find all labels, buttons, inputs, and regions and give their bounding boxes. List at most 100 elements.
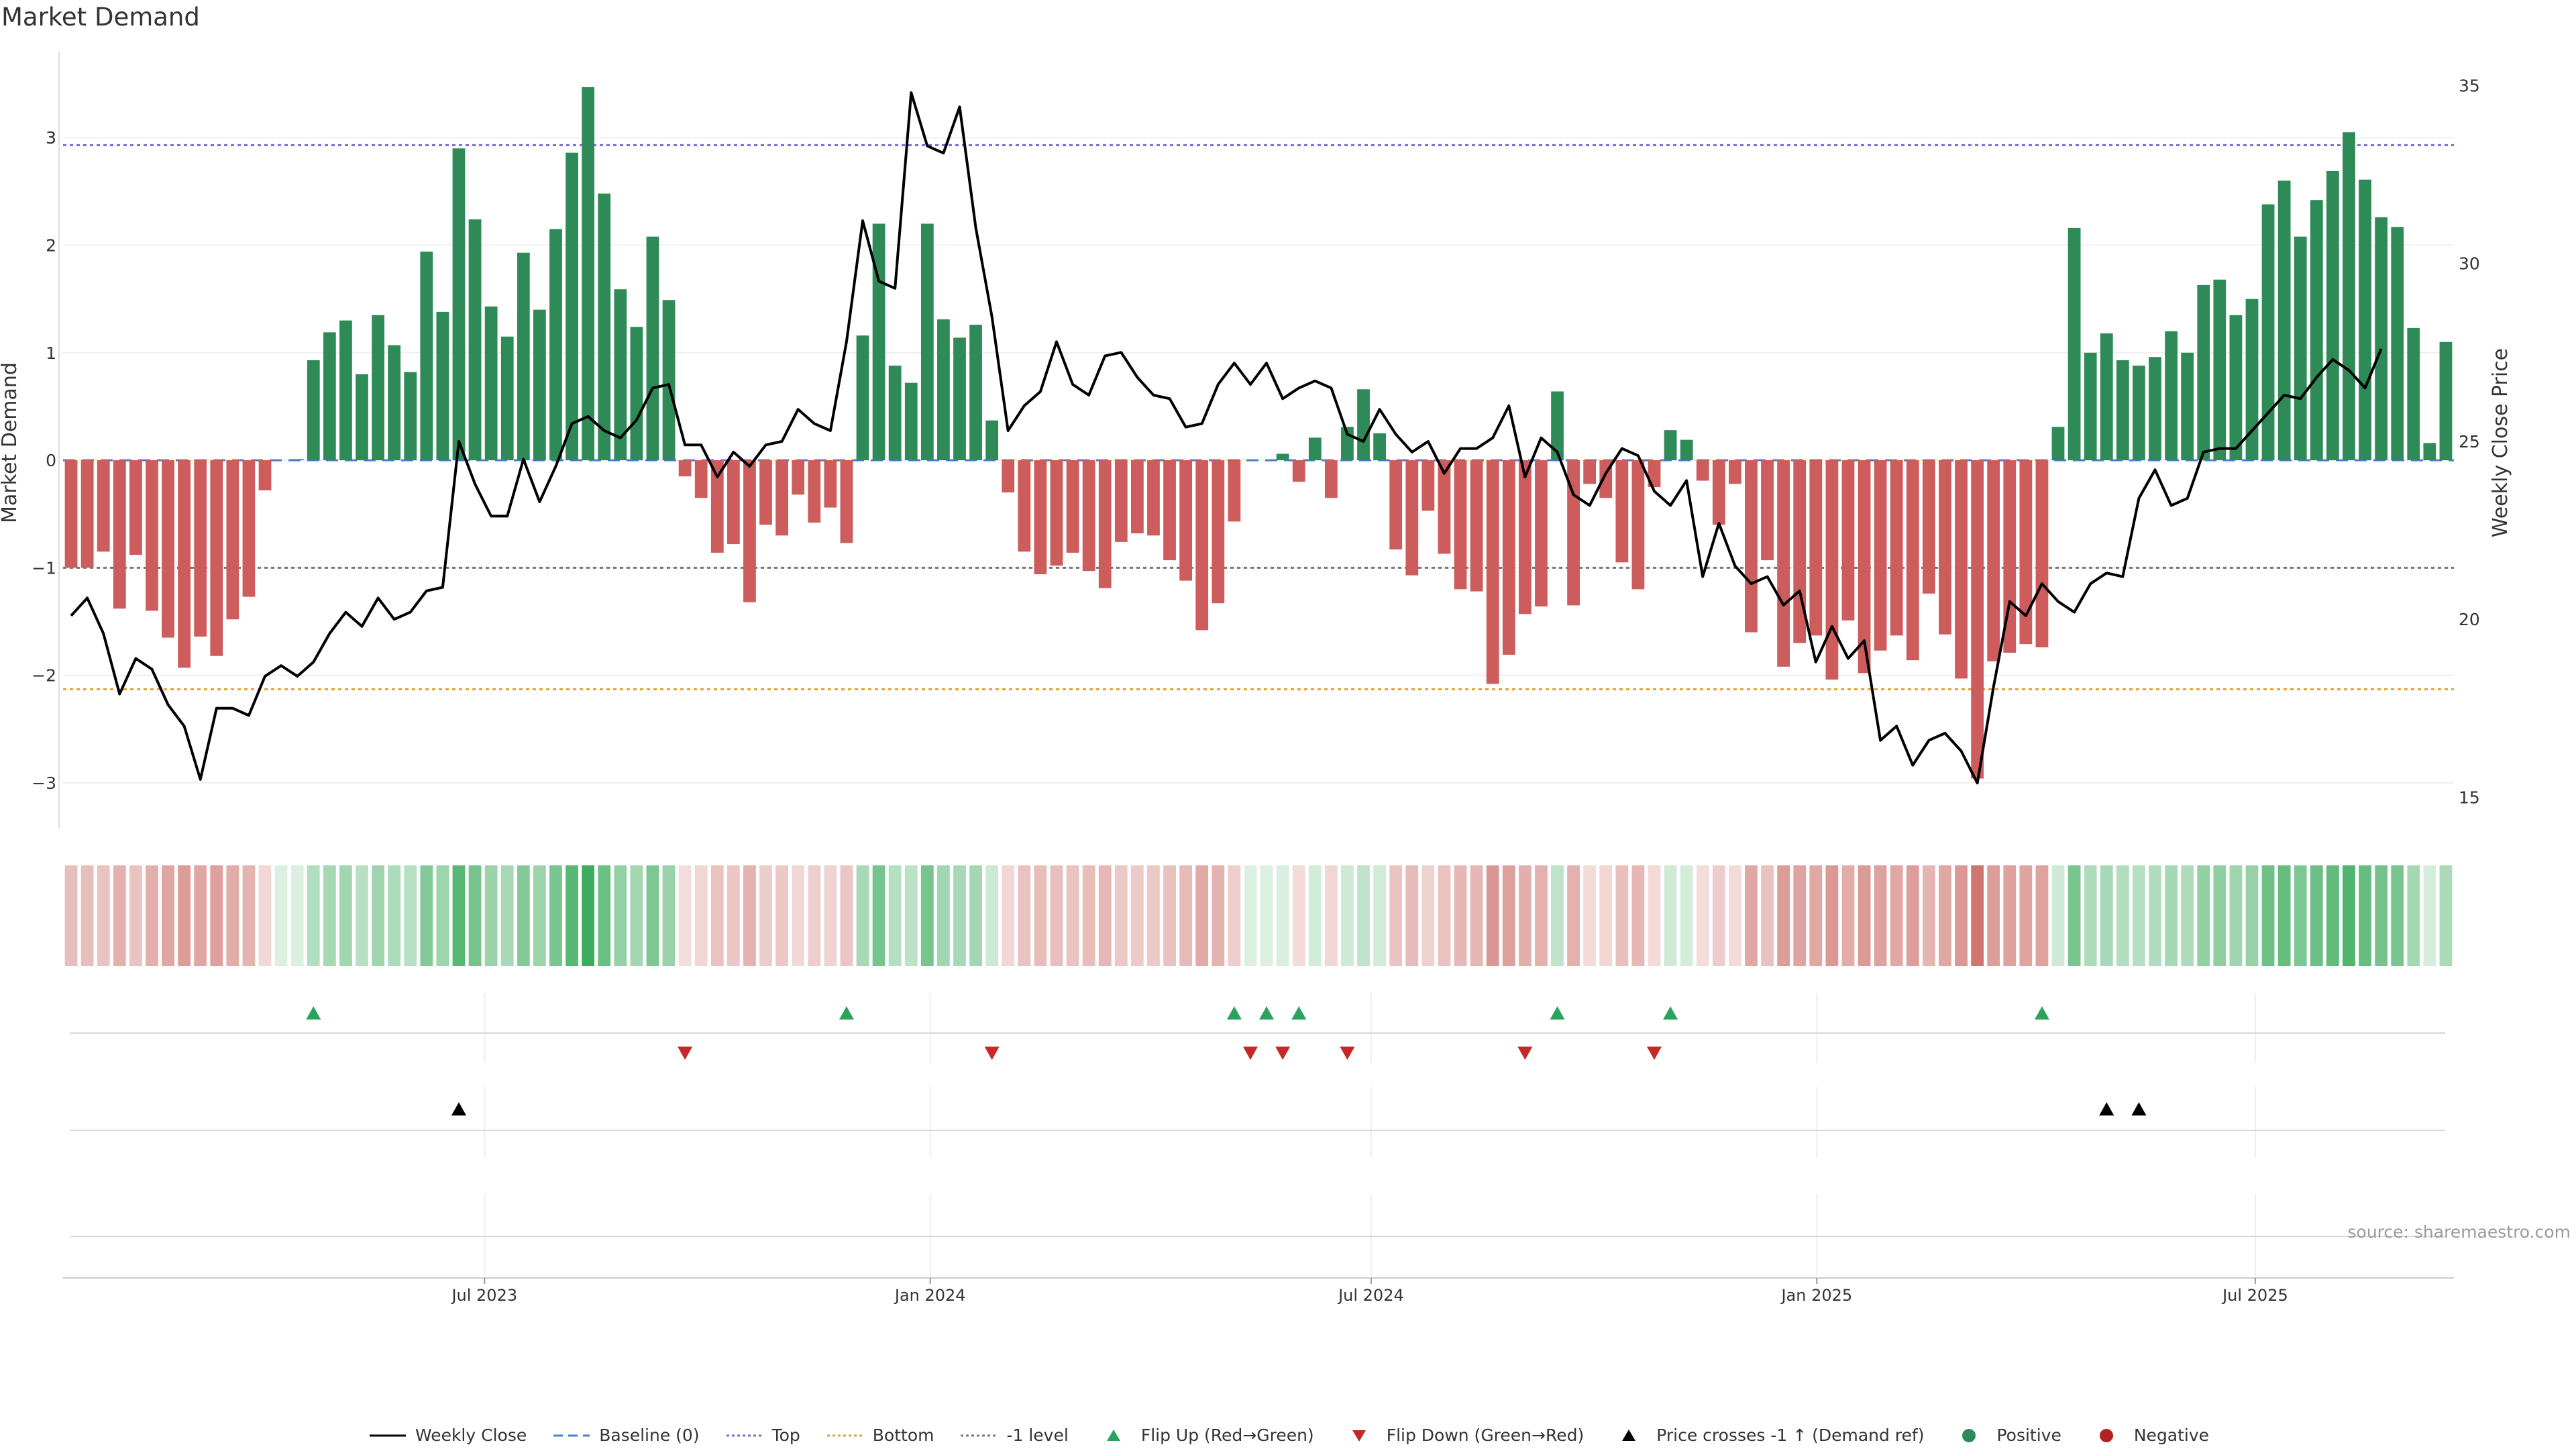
- demand-bar: [500, 336, 514, 461]
- flip-up-marker: [2034, 1006, 2049, 1020]
- legend-item: Bottom: [824, 1426, 934, 1445]
- heat-cell: [1002, 865, 1015, 966]
- demand-bar: [1987, 460, 2000, 661]
- demand-bar: [2035, 460, 2049, 647]
- demand-bar: [2197, 284, 2210, 461]
- heat-cell: [290, 865, 304, 966]
- demand-bar: [436, 311, 449, 461]
- demand-bar: [452, 148, 466, 461]
- demand-bar: [2245, 299, 2259, 461]
- legend-swatch: [826, 1434, 863, 1436]
- y2-tick-label: 15: [2459, 788, 2480, 807]
- demand-bar: [856, 335, 869, 461]
- heat-cell: [1260, 865, 1273, 966]
- heat-cell: [1324, 865, 1338, 966]
- demand-bar: [1034, 460, 1047, 574]
- heat-cell: [1341, 865, 1354, 966]
- heat-cell: [1244, 865, 1257, 966]
- heat-cell: [1147, 865, 1160, 966]
- demand-bar: [2019, 460, 2033, 645]
- demand-bar: [582, 87, 595, 461]
- demand-bar: [356, 374, 368, 461]
- heat-cell: [1421, 865, 1435, 966]
- heat-cell: [1890, 865, 1903, 966]
- legend-item: Flip Down (Green→Red): [1338, 1426, 1584, 1445]
- demand-bar: [2277, 180, 2291, 461]
- demand-bar: [2310, 200, 2323, 461]
- demand-bar: [678, 460, 692, 477]
- heat-cell: [1470, 865, 1483, 966]
- demand-bar: [226, 460, 239, 620]
- heat-cell: [1034, 865, 1047, 966]
- y-tick-label: −1: [32, 558, 56, 578]
- y2-tick-label: 35: [2459, 76, 2480, 95]
- heat-cell: [113, 865, 126, 966]
- heat-cell: [2277, 865, 2291, 966]
- demand-bar: [969, 325, 982, 461]
- heat-cell: [1195, 865, 1209, 966]
- heat-cell: [582, 865, 595, 966]
- demand-heat-strip: [64, 865, 2453, 966]
- heat-cell: [129, 865, 142, 966]
- heat-cell: [1292, 865, 1305, 966]
- heat-cell: [2149, 865, 2161, 966]
- heat-cell: [920, 865, 934, 966]
- heat-cell: [646, 865, 659, 966]
- heat-cell: [1906, 865, 1919, 966]
- legend-swatch: [2099, 1428, 2113, 1442]
- demand-bar: [920, 223, 934, 461]
- demand-bar: [162, 460, 174, 638]
- demand-bar: [1841, 460, 1855, 621]
- weekly-close-line: [70, 91, 2383, 785]
- demand-bar: [1696, 460, 1709, 481]
- heat-cell: [775, 865, 788, 966]
- heat-cell: [1922, 865, 1935, 966]
- price-cross-marker: [2131, 1102, 2147, 1116]
- heat-cell: [710, 865, 724, 966]
- flip-down-marker: [1646, 1046, 1662, 1060]
- y2-tick-label: 30: [2459, 254, 2480, 274]
- demand-bar: [80, 460, 94, 568]
- heat-cell: [372, 865, 384, 966]
- demand-bar: [2343, 132, 2355, 461]
- demand-bar: [646, 236, 659, 461]
- demand-bar: [1308, 437, 1322, 461]
- demand-bar: [2261, 204, 2275, 461]
- legend-label: Bottom: [872, 1426, 934, 1445]
- demand-bar: [549, 229, 562, 461]
- demand-bar: [1729, 460, 1741, 484]
- heat-cell: [1228, 865, 1241, 966]
- heat-cell: [468, 865, 482, 966]
- legend-item: Baseline (0): [551, 1426, 700, 1445]
- demand-bar: [2375, 217, 2388, 461]
- heat-cell: [1357, 865, 1370, 966]
- demand-bar: [372, 315, 384, 461]
- y-tick-label: −2: [32, 666, 56, 686]
- heat-cell: [1066, 865, 1079, 966]
- legend-item: Weekly Close: [367, 1426, 527, 1445]
- heat-cell: [533, 865, 546, 966]
- heat-cell: [678, 865, 692, 966]
- heat-cell: [630, 865, 643, 966]
- heat-cell: [1567, 865, 1580, 966]
- heat-cell: [1405, 865, 1419, 966]
- demand-bar: [1179, 460, 1193, 581]
- heat-cell: [1373, 865, 1386, 966]
- heat-cell: [436, 865, 449, 966]
- demand-bar: [1002, 460, 1015, 493]
- legend-label: -1 level: [1006, 1426, 1069, 1445]
- chart-title: Market Demand: [1, 3, 200, 32]
- demand-bar: [258, 460, 272, 490]
- axes: 3 2 1 0 −1 −2 −3 35 30 25 20 15 Market Demand Weekly …: [0, 52, 2512, 828]
- heat-cell: [759, 865, 772, 966]
- heat-cell: [1179, 865, 1193, 966]
- demand-bar: [2423, 443, 2436, 461]
- heat-cell: [1518, 865, 1532, 966]
- price-cross-marker: [451, 1102, 466, 1116]
- demand-bar: [1098, 460, 1112, 588]
- price-cross-marker: [2099, 1102, 2114, 1116]
- demand-bar: [2133, 366, 2145, 461]
- heat-cell: [274, 865, 288, 966]
- heat-cell: [727, 865, 740, 966]
- flip-up-marker: [1663, 1006, 1678, 1020]
